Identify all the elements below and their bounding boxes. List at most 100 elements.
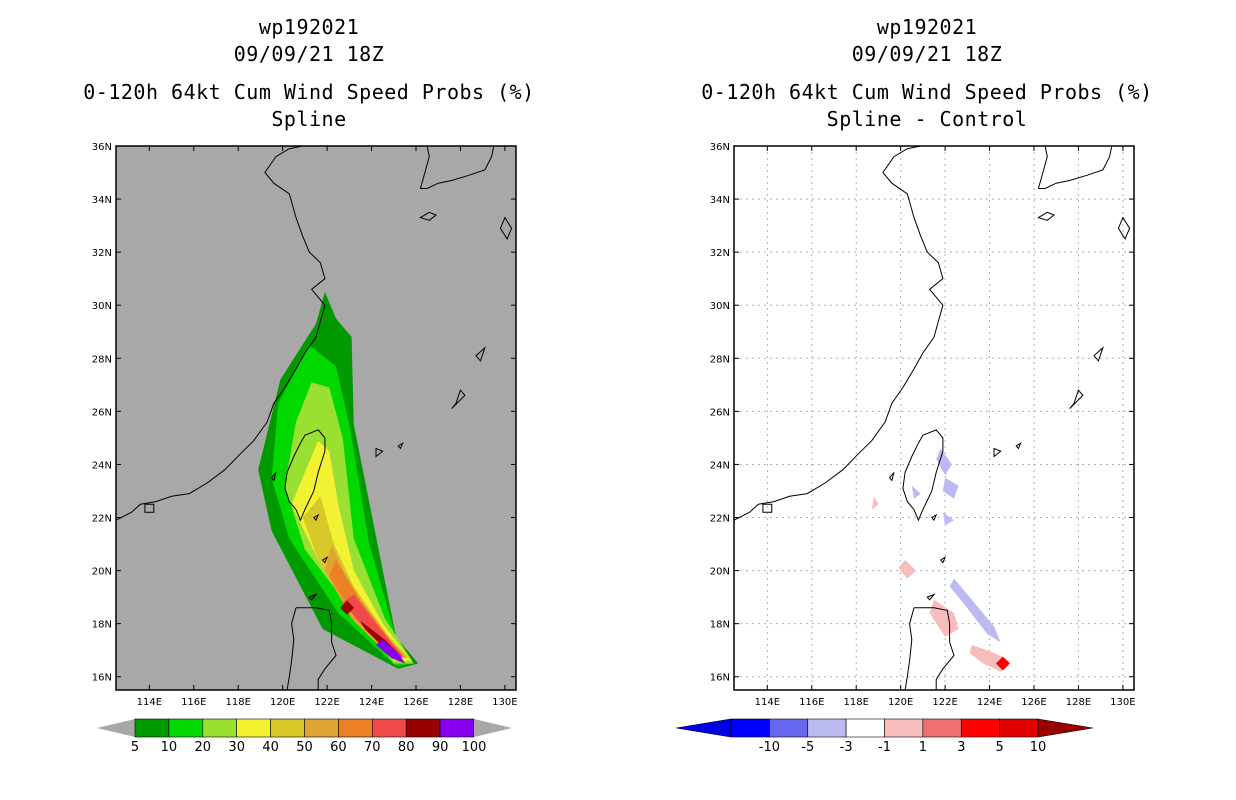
- right-colorbar-label: 10: [1030, 740, 1047, 755]
- left-coastline-island: [451, 389, 466, 410]
- right-x-tick-label: 120E: [888, 697, 913, 708]
- right-contour-3-area: [898, 560, 917, 579]
- left-coastline-island: [270, 472, 277, 482]
- right-colorbar-label: 5: [995, 740, 1003, 755]
- left-colorbar-label: 5: [131, 740, 139, 755]
- left-colorbar-swatch: [202, 718, 238, 738]
- left-coastline-island: [308, 593, 318, 601]
- right-coastline-korea: [1038, 146, 1113, 189]
- left-x-tick-label: 122E: [314, 697, 339, 708]
- left-coastline-jeju: [419, 211, 437, 221]
- left-colorbar-label: 100: [462, 740, 487, 755]
- left-coastline-korea-west: [419, 146, 430, 189]
- right-colorbar-max-arrow: [1037, 718, 1094, 738]
- left-colorbar-label: 60: [330, 740, 347, 755]
- left-coastline-hong-kong: [144, 503, 155, 513]
- left-contour-40-area: [302, 496, 410, 659]
- right-coastline-luzon: [914, 607, 955, 690]
- right-coastline-island: [1093, 346, 1104, 362]
- left-subtitle: Spline: [271, 107, 347, 131]
- right-x-tick-label: 130E: [1110, 697, 1135, 708]
- left-colorbar-label: 90: [432, 740, 449, 755]
- left-coastline-china: [116, 146, 326, 521]
- left-colorbar-label: 80: [398, 740, 415, 755]
- right-coastline-island: [926, 593, 936, 601]
- left-colorbar: 5 10 20 30 40 50 60 70 80 90 100: [97, 718, 512, 755]
- left-coastline-island: [397, 441, 404, 450]
- left-contour-30-area: [291, 440, 412, 661]
- right-x-tick-label: 126E: [1021, 697, 1046, 708]
- right-colorbar-label: 3: [957, 740, 965, 755]
- right-coastline-island: [1015, 441, 1022, 450]
- right-x-tick-label: 114E: [755, 697, 780, 708]
- left-y-tick-label: 16N: [92, 673, 112, 684]
- right-contour--3-area: [942, 512, 954, 526]
- left-init-time: 09/09/21 18Z: [233, 42, 385, 66]
- right-contour--3-area: [936, 448, 952, 476]
- right-coastline-taiwan: [902, 429, 944, 522]
- right-y-tick-label: 18N: [710, 620, 730, 631]
- left-x-tick-label: 126E: [403, 697, 428, 708]
- left-y-tick-label: 20N: [92, 567, 112, 578]
- left-colorbar-swatch: [236, 718, 271, 738]
- left-y-tick-label: 30N: [92, 301, 112, 312]
- right-y-tick-label: 22N: [710, 514, 730, 525]
- left-coastline-island: [475, 346, 486, 362]
- left-contour-60-area: [329, 560, 405, 659]
- left-contour-50-area: [324, 544, 408, 659]
- left-colorbar-swatch: [439, 718, 475, 738]
- right-map-frame: [733, 145, 1135, 691]
- right-peak-marker: [995, 656, 1010, 671]
- right-colorbar-label: 1: [919, 740, 927, 755]
- right-colorbar-label: -5: [801, 740, 814, 755]
- left-x-tick-label: 124E: [359, 697, 384, 708]
- right-colorbar-swatch: [999, 718, 1039, 738]
- left-storm-id: wp192021: [258, 15, 360, 39]
- left-coastline-island: [313, 513, 320, 522]
- left-coastline-luzon: [296, 607, 337, 690]
- right-contour-3-area: [929, 599, 959, 637]
- left-y-tick-label: 36N: [92, 142, 112, 153]
- left-y-tick-label: 18N: [92, 620, 112, 631]
- right-coastline-island: [931, 513, 938, 522]
- right-colorbar-label: -1: [878, 740, 891, 755]
- right-x-tick-label: 118E: [844, 697, 869, 708]
- left-x-tick-label: 130E: [492, 697, 517, 708]
- left-colorbar-swatch: [168, 718, 204, 738]
- right-colorbar-swatch: [845, 718, 885, 738]
- right-main-title: 0-120h 64kt Cum Wind Speed Probs (%): [701, 80, 1153, 104]
- left-y-tick-label: 34N: [92, 195, 112, 206]
- left-map-content: [116, 146, 513, 690]
- right-subtitle: Spline - Control: [826, 107, 1028, 131]
- left-colorbar-label: 40: [262, 740, 279, 755]
- right-colorbar-min-arrow: [675, 718, 732, 738]
- right-y-tick-label: 24N: [710, 460, 730, 471]
- left-y-tick-label: 32N: [92, 248, 112, 259]
- right-coastline-island: [1069, 389, 1084, 410]
- right-x-tick-label: 128E: [1066, 697, 1091, 708]
- right-coastline-island: [993, 447, 1002, 458]
- right-coastline-korea-west: [1037, 146, 1048, 189]
- left-coastline-island: [499, 216, 513, 240]
- left-colorbar-swatch: [270, 718, 305, 738]
- left-colorbar-swatch: [371, 718, 407, 738]
- left-colorbar-label: 50: [296, 740, 313, 755]
- left-x-tick-label: 128E: [448, 697, 473, 708]
- right-contour--3-area: [942, 477, 959, 499]
- right-y-tick-label: 32N: [710, 248, 730, 259]
- left-contour-70-area: [342, 594, 405, 659]
- right-map-content: [734, 146, 1134, 690]
- right-coastline-island: [1117, 216, 1131, 240]
- left-map-panel: 114E 116E 118E 120E 122E 124E 126E 128E 130E 16N 1…: [92, 142, 518, 708]
- right-coastline-china: [734, 146, 944, 521]
- right-y-tick-label: 16N: [710, 673, 730, 684]
- right-x-tick-label: 122E: [932, 697, 957, 708]
- right-y-tick-label: 26N: [710, 407, 730, 418]
- left-colorbar-label: 30: [228, 740, 245, 755]
- right-y-tick-label: 28N: [710, 354, 730, 365]
- left-colorbar-max-arrow: [474, 719, 512, 737]
- right-map-background: [734, 146, 1134, 690]
- left-coastline-luzon-west: [286, 607, 297, 690]
- left-coastline-taiwan: [284, 429, 326, 522]
